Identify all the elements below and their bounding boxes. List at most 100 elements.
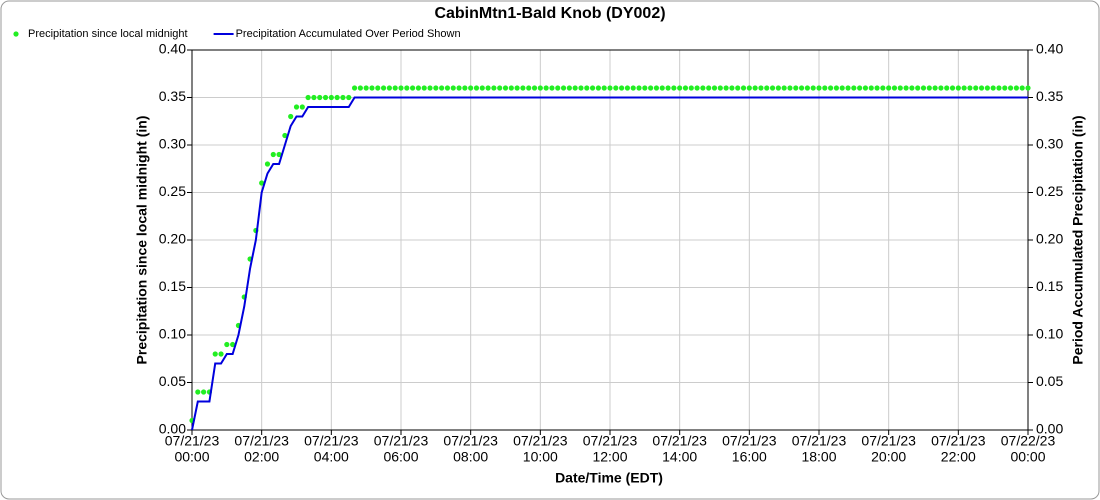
y2-tick-label: 0.35 [1036, 88, 1063, 104]
data-point [346, 94, 352, 101]
x-tick-label: 14:00 [662, 449, 697, 465]
y-tick-label: 0.30 [159, 136, 186, 152]
legend-label: Precipitation Accumulated Over Period Sh… [236, 28, 461, 40]
data-point [891, 85, 898, 91]
data-point [636, 85, 642, 91]
y2-tick-label: 0.25 [1036, 183, 1063, 199]
data-point [990, 85, 996, 91]
data-point [543, 85, 549, 91]
x-tick-label: 07/21/23 [931, 433, 986, 449]
data-point [700, 85, 706, 91]
x-tick-label: 07/21/23 [165, 433, 220, 449]
data-point [363, 85, 369, 91]
data-point [404, 85, 410, 91]
data-point [421, 85, 427, 91]
y2-tick-label: 0.00 [1036, 421, 1063, 437]
data-point [682, 85, 689, 91]
data-point [392, 85, 398, 91]
data-point [572, 85, 578, 91]
data-point [526, 85, 532, 91]
data-point [920, 85, 927, 91]
data-point [293, 104, 300, 110]
x-tick-label: 00:00 [1010, 449, 1045, 465]
data-point [915, 85, 921, 91]
data-point [653, 85, 660, 91]
data-point [560, 85, 567, 91]
data-point [427, 85, 433, 91]
data-point [578, 85, 584, 91]
data-point [531, 85, 538, 91]
legend-item: Precipitation Accumulated Over Period Sh… [213, 28, 461, 40]
data-point [508, 85, 514, 91]
data-point [334, 94, 340, 101]
data-point [944, 85, 950, 91]
data-point [787, 85, 793, 91]
data-point [671, 85, 677, 91]
data-point [584, 85, 590, 91]
data-point [468, 85, 474, 91]
data-point [566, 85, 572, 91]
x-tick-label: 00:00 [174, 449, 209, 465]
data-point [340, 94, 346, 101]
data-point [456, 85, 462, 91]
data-point [816, 85, 822, 91]
data-point [932, 85, 938, 91]
data-point [311, 94, 317, 101]
data-point [1013, 85, 1019, 91]
x-tick-label: 07/21/23 [443, 433, 498, 449]
plot-area [191, 49, 1029, 431]
y-axis-title: Precipitation since local midnight (in) [134, 116, 150, 365]
y-tick-label: 0.05 [159, 373, 186, 389]
data-point [485, 85, 491, 91]
data-point [589, 85, 596, 91]
data-point [886, 85, 892, 91]
x-tick-label: 20:00 [871, 449, 906, 465]
data-point [810, 85, 816, 91]
y-tick-label: 0.35 [159, 88, 186, 104]
data-point [433, 85, 439, 91]
data-point [415, 85, 422, 91]
x-tick-label: 07/21/23 [513, 433, 568, 449]
data-point [746, 85, 752, 91]
data-point [862, 85, 869, 91]
data-point [555, 85, 561, 91]
data-point [601, 85, 607, 91]
y2-tick-label: 0.30 [1036, 136, 1063, 152]
data-point [938, 85, 944, 91]
data-point [973, 85, 979, 91]
data-point [851, 85, 857, 91]
data-point [688, 85, 694, 91]
data-point [386, 85, 392, 91]
data-point [717, 85, 723, 91]
data-point [357, 85, 363, 91]
x-tick-label: 07/21/23 [722, 433, 777, 449]
data-point [224, 341, 230, 348]
x-tick-label: 06:00 [383, 449, 418, 465]
data-point [798, 85, 805, 91]
legend-item: Precipitation since local midnight [13, 28, 188, 40]
y2-axis-title: Period Accumulated Precipitation (in) [1070, 115, 1086, 364]
x-tick-label: 02:00 [244, 449, 279, 465]
data-point [514, 85, 520, 91]
data-point [857, 85, 863, 91]
data-point [195, 389, 201, 395]
data-point [410, 85, 416, 91]
data-point [317, 94, 323, 101]
data-point [711, 85, 718, 91]
legend-label: Precipitation since local midnight [28, 28, 188, 40]
data-point [322, 94, 329, 101]
data-point [218, 351, 224, 357]
data-point [978, 85, 985, 91]
y-tick-label: 0.15 [159, 278, 186, 294]
data-point [630, 85, 636, 91]
data-point [735, 85, 741, 91]
data-point [804, 85, 810, 91]
data-point [642, 85, 648, 91]
data-point [230, 341, 236, 348]
x-tick-label: 10:00 [523, 449, 558, 465]
data-point [380, 85, 387, 91]
data-point [868, 85, 874, 91]
data-point [752, 85, 758, 91]
y-tick-label: 0.40 [159, 41, 186, 57]
data-point [729, 85, 735, 91]
